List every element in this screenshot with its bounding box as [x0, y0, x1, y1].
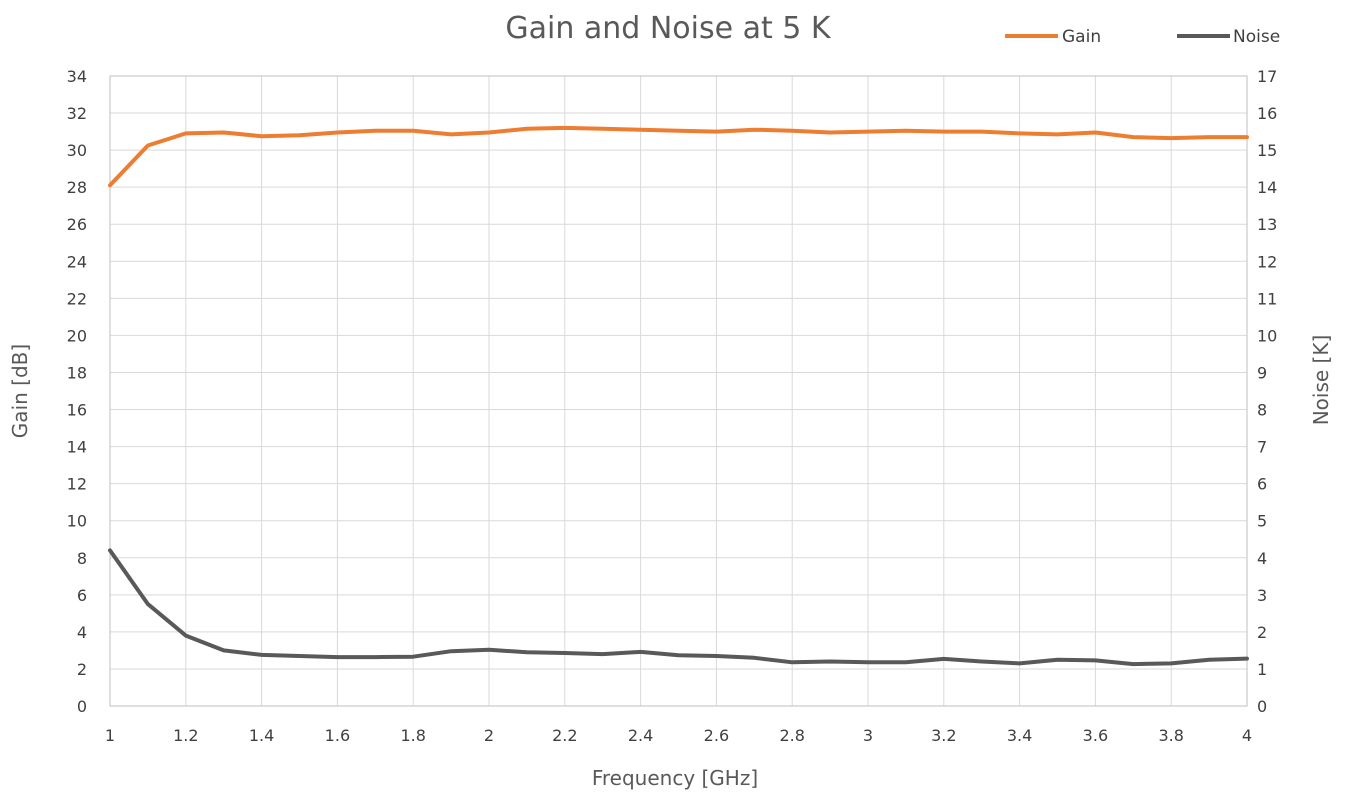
- chart-title: Gain and Noise at 5 K: [505, 11, 832, 46]
- right-y-tick-label: 7: [1257, 438, 1267, 457]
- x-tick-label: 1.6: [325, 726, 350, 745]
- right-y-tick-label: 11: [1257, 289, 1277, 308]
- x-tick-label: 3.4: [1007, 726, 1032, 745]
- right-y-tick-label: 0: [1257, 697, 1267, 716]
- left-y-tick-label: 12: [67, 475, 87, 494]
- grid: [109, 75, 1248, 707]
- left-y-tick-label: 26: [67, 215, 87, 234]
- series-line-gain: [108, 125, 1249, 188]
- right-y-tick-label: 13: [1257, 215, 1277, 234]
- right-y-axis-title: Noise [K]: [1309, 335, 1333, 426]
- left-y-tick-label: 30: [67, 141, 87, 160]
- legend: Gain Noise: [1005, 27, 1280, 47]
- right-y-tick-label: 12: [1257, 252, 1277, 271]
- x-tick-label: 2.8: [779, 726, 804, 745]
- x-tick-label: 3.8: [1158, 726, 1183, 745]
- left-y-tick-label: 16: [67, 401, 87, 420]
- x-tick-label: 1.2: [173, 726, 198, 745]
- right-y-tick-label: 5: [1257, 512, 1267, 531]
- x-tick-label: 3.6: [1083, 726, 1108, 745]
- right-y-tick-label: 1: [1257, 660, 1267, 679]
- right-y-tick-label: 8: [1257, 401, 1267, 420]
- left-y-tick-label: 10: [67, 512, 87, 531]
- left-y-tick-label: 24: [67, 252, 87, 271]
- x-tick-label: 2.2: [552, 726, 577, 745]
- left-y-tick-label: 18: [67, 363, 87, 382]
- x-tick-label: 3: [863, 726, 873, 745]
- right-y-tick-label: 14: [1257, 178, 1277, 197]
- left-y-tick-label: 22: [67, 289, 87, 308]
- left-y-tick-label: 20: [67, 326, 87, 345]
- x-tick-label: 2: [484, 726, 494, 745]
- right-y-tick-label: 3: [1257, 586, 1267, 605]
- right-y-tick-label: 17: [1257, 67, 1277, 86]
- left-y-tick-label: 6: [77, 586, 87, 605]
- right-y-tick-label: 15: [1257, 141, 1277, 160]
- right-y-tick-label: 4: [1257, 549, 1267, 568]
- x-tick-label: 1: [105, 726, 115, 745]
- left-y-tick-label: 32: [67, 104, 87, 123]
- left-y-tick-label: 28: [67, 178, 87, 197]
- x-axis-title: Frequency [GHz]: [592, 766, 758, 790]
- plot-frame: [109, 75, 1248, 707]
- x-tick-label: 1.4: [249, 726, 274, 745]
- series-lines: [108, 125, 1249, 667]
- x-tick-label: 2.6: [704, 726, 729, 745]
- x-tick-label: 1.8: [400, 726, 425, 745]
- right-y-tick-label: 10: [1257, 326, 1277, 345]
- left-y-tick-label: 2: [77, 660, 87, 679]
- left-y-tick-label: 0: [77, 697, 87, 716]
- right-y-tick-label: 2: [1257, 623, 1267, 642]
- left-y-tick-label: 4: [77, 623, 87, 642]
- right-y-tick-label: 9: [1257, 363, 1267, 382]
- x-tick-labels: 1 1.2 1.4 1.6 1.8 2 2.2 2.4 2.6 2.8 3 3.2 3.4 3.6 3.8 4: [105, 726, 1252, 745]
- legend-label-noise: Noise: [1233, 27, 1280, 47]
- x-tick-label: 3.2: [931, 726, 956, 745]
- left-y-axis-title: Gain [dB]: [8, 344, 32, 438]
- left-y-tick-label: 14: [67, 438, 87, 457]
- right-y-tick-label: 6: [1257, 475, 1267, 494]
- legend-label-gain: Gain: [1062, 27, 1101, 47]
- series-line-noise: [108, 548, 1249, 667]
- x-tick-label: 4: [1242, 726, 1252, 745]
- left-y-tick-label: 34: [67, 67, 87, 86]
- left-y-tick-label: 8: [77, 549, 87, 568]
- x-tick-label: 2.4: [628, 726, 653, 745]
- right-y-tick-label: 16: [1257, 104, 1277, 123]
